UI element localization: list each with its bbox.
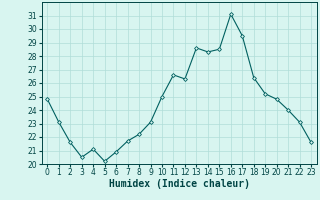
- X-axis label: Humidex (Indice chaleur): Humidex (Indice chaleur): [109, 179, 250, 189]
